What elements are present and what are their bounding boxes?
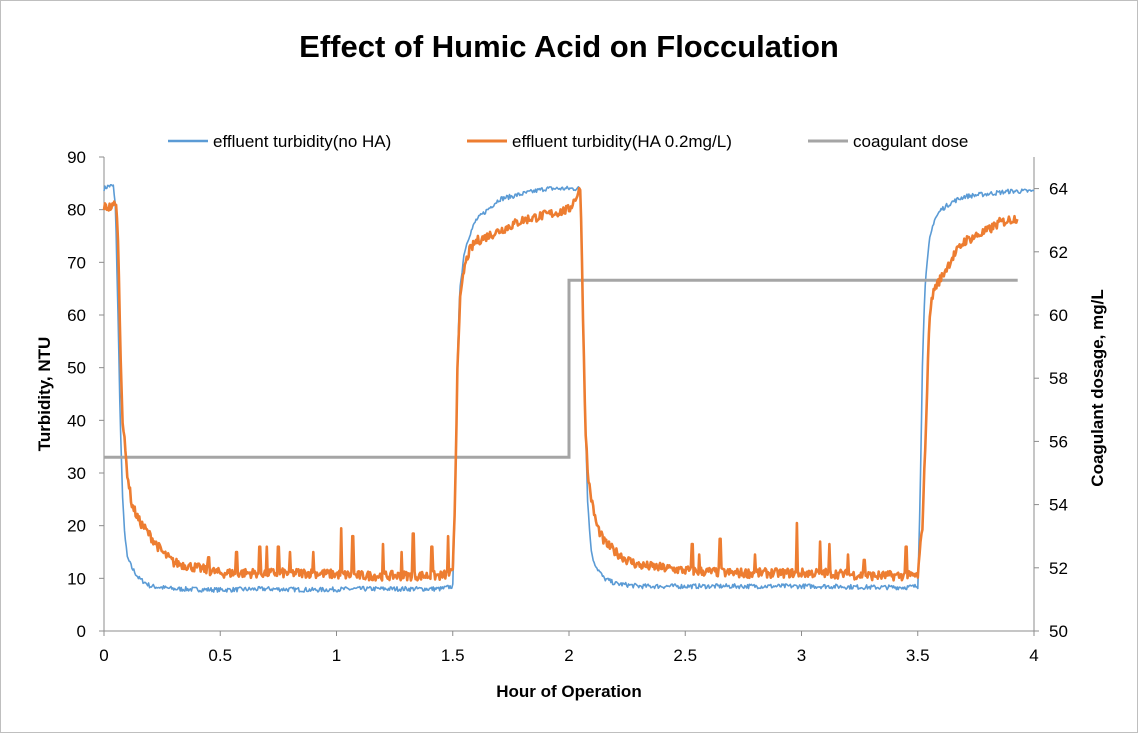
y-axis-title: Turbidity, NTU [35,337,54,452]
y2-tick-label: 60 [1049,306,1068,325]
y2-tick-label: 56 [1049,432,1068,451]
legend-label-ha: effluent turbidity(HA 0.2mg/L) [512,132,732,151]
legend-label-no-ha: effluent turbidity(no HA) [213,132,391,151]
y-tick-label: 10 [67,569,86,588]
y-tick-label: 0 [77,622,86,641]
y-tick-label: 20 [67,517,86,536]
x-tick-label: 2 [564,646,573,665]
y-ticks: 0 10 20 30 40 50 60 70 80 90 [67,148,104,641]
chart-title: Effect of Humic Acid on Flocculation [299,29,839,64]
y2-tick-label: 54 [1049,496,1068,515]
y2-tick-label: 50 [1049,622,1068,641]
y-tick-label: 50 [67,359,86,378]
x-tick-label: 0.5 [208,646,232,665]
y2-tick-label: 52 [1049,559,1068,578]
x-tick-label: 3 [797,646,806,665]
x-tick-label: 4 [1029,646,1038,665]
series-line-ha [102,186,1019,582]
x-tick-label: 0 [99,646,108,665]
y-tick-label: 80 [67,201,86,220]
series-layer [102,184,1035,593]
y-tick-label: 30 [67,464,86,483]
legend: effluent turbidity(no HA) effluent turbi… [168,132,968,151]
y-tick-label: 40 [67,411,86,430]
y-tick-label: 90 [67,148,86,167]
series-line-no-ha [103,184,1035,593]
x-tick-label: 1.5 [441,646,465,665]
y2-tick-label: 64 [1049,180,1068,199]
x-ticks: 0 0.5 1 1.5 2 2.5 3 3.5 4 [99,631,1039,665]
y2-ticks: 50 52 54 56 58 60 62 64 [1034,180,1068,641]
x-axis-title: Hour of Operation [496,682,641,701]
x-tick-label: 1 [332,646,341,665]
legend-label-coagulant: coagulant dose [853,132,968,151]
y2-tick-label: 58 [1049,369,1068,388]
y-tick-label: 60 [67,306,86,325]
x-tick-label: 3.5 [906,646,930,665]
x-tick-label: 2.5 [673,646,697,665]
y2-axis-title: Coagulant dosage, mg/L [1088,289,1107,486]
series-line-coagulant [104,278,1018,459]
y2-tick-label: 62 [1049,243,1068,262]
y-tick-label: 70 [67,253,86,272]
